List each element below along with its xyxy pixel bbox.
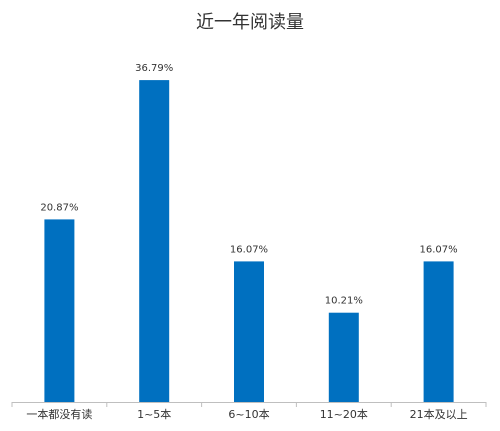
bar-1 [44, 219, 75, 402]
bar-5 [423, 261, 454, 402]
x-tick-label-1: 一本都没有读 [26, 407, 92, 421]
x-tick-label-2: 1~5本 [137, 407, 171, 421]
chart-title: 近一年阅读量 [196, 12, 304, 33]
bar-3 [234, 261, 264, 402]
x-axis [11, 402, 487, 407]
x-tick-label-4: 11~20本 [320, 407, 368, 421]
data-label-4: 10.21% [325, 296, 363, 307]
x-tick-label-3: 6~10本 [228, 407, 269, 421]
data-label-5: 16.07% [420, 244, 458, 255]
x-tick-label-5: 21本及以上 [410, 407, 468, 421]
data-label-3: 16.07% [230, 244, 268, 255]
bar-4 [328, 312, 359, 402]
bars-layer [44, 80, 454, 402]
x-tick-labels: 一本都没有读 1~5本 6~10本 11~20本 21本及以上 [26, 407, 467, 421]
data-label-2: 36.79% [135, 63, 173, 74]
data-label-1: 20.87% [40, 202, 78, 213]
data-labels-layer: 20.87% 36.79% 16.07% 10.21% 16.07% [40, 63, 457, 307]
bar-2 [139, 80, 170, 402]
